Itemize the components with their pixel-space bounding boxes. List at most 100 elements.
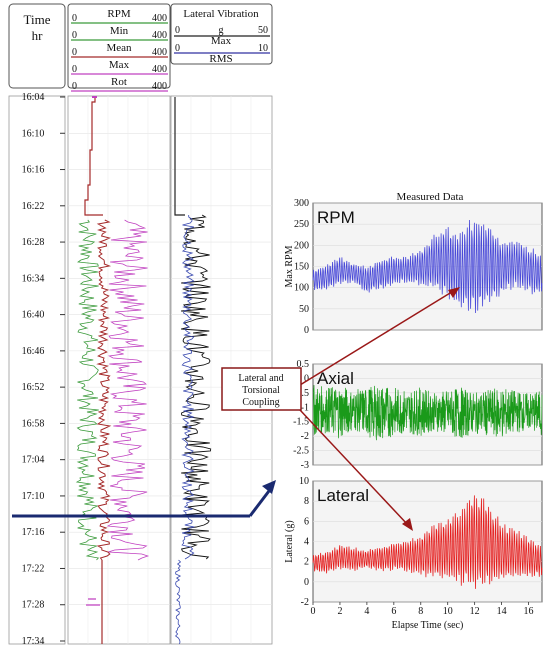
y-tick-label: -1.5 [293,417,309,428]
legend-label-max: Max [109,59,130,71]
y-tick-label: 10 [299,476,309,487]
x-tick-label: 2 [337,606,342,617]
time-tick-label: 16:40 [22,310,45,321]
y-tick-label: 50 [299,304,309,315]
time-axis: 16:04 16:10 16:16 16:22 16:28 16:34 16:40 16:46… [22,92,65,647]
y-tick-label: 2 [304,557,309,568]
y-tick-label: 300 [294,198,309,209]
time-header-box [8,3,66,89]
legend-label-rot: Rot [111,76,127,88]
x-tick-label: 12 [470,606,480,617]
y-tick-label: 0 [304,373,309,384]
coupling-annotation: Lateral and Torsional Coupling [221,287,460,531]
panel-label-axial: Axial [317,369,354,388]
coupling-line-1: Lateral and [238,373,283,384]
x-tick-label: 6 [391,606,396,617]
y-tick-label: 0 [304,577,309,588]
highlight-arrowhead [262,480,276,494]
vibration-legend-box [170,3,273,65]
legend-min-mean: 0 [72,47,77,58]
legend-min-rpm: 0 [72,13,77,24]
vib-title: Lateral Vibration [183,8,259,20]
y-tick-label: -2 [301,597,309,608]
rpm-legend: RPM 0 400 Min 0 400 Mean 0 400 Max 0 400 Rot 0 400 [71,8,168,92]
chart-title: Measured Data [397,191,464,203]
time-tick-label: 17:04 [22,455,45,466]
time-unit: hr [32,28,44,43]
y-tick-label: 200 [294,240,309,251]
signal-trace-lateral [312,495,543,589]
y-tick-label: 6 [304,516,309,527]
y-tick-label: 0.5 [297,359,310,370]
time-tick-label: 16:46 [22,346,45,357]
time-tick-label: 16:10 [22,128,45,139]
time-tick-label: 16:52 [22,382,45,393]
rpm-startup-trace [84,97,103,216]
y-tick-label: -2 [301,431,309,442]
y-tick-label: 150 [294,262,309,273]
signal-trace-axial [312,385,543,441]
y-tick-label: -2.5 [293,446,309,457]
x-tick-label: 16 [524,606,534,617]
vibration-traces [174,97,212,645]
rpm-track [67,95,171,645]
coupling-arrowhead-down [402,518,413,531]
rpm-min-trace [75,219,100,561]
time-tick-label: 17:28 [22,600,45,611]
coupling-box [221,367,302,411]
x-axis-label: Elapse Time (sec) [392,620,464,631]
time-tick-label: 16:04 [22,92,45,103]
legend-max-max: 400 [152,64,167,75]
vib-min: 0 [175,25,180,36]
panel-label-lateral: Lateral [317,486,369,505]
vib-rms-trace [181,215,196,560]
time-track [8,95,66,645]
coupling-arrowhead-up [448,287,460,298]
time-tick-label: 16:16 [22,165,45,176]
vib-rms-label: RMS [209,53,232,65]
rpm-mean-trace [96,219,112,561]
time-tick-label: 16:22 [22,201,45,212]
signal-trace-rpm [312,219,543,314]
time-label: Time [24,12,51,27]
vib-max2: 10 [258,43,268,54]
time-tick-label: 17:10 [22,491,45,502]
legend-min-rot: 0 [72,81,77,92]
vib-max-label: Max [211,35,232,47]
x-tick-label: 0 [311,606,316,617]
vib-max-trace [180,214,212,560]
legend-label-min: Min [110,25,129,37]
panel-label-rpm: RPM [317,208,355,227]
time-tick-label: 16:28 [22,237,45,248]
vib-min2: 0 [175,43,180,54]
x-tick-label: 10 [443,606,453,617]
legend-label-mean: Mean [106,42,132,54]
legend-max-mean: 400 [152,47,167,58]
highlight-arrow [248,486,274,517]
y-tick-label: 0 [304,325,309,336]
vib-unit: g [219,25,224,36]
coupling-arrow-down [299,409,409,526]
x-tick-label: 14 [497,606,507,617]
y-tick-label: 250 [294,219,309,230]
y-tick-label: -3 [301,460,309,471]
time-tick-label: 17:16 [22,527,45,538]
y-tick-label: 8 [304,496,309,507]
y-tick-label: -1 [301,402,309,413]
y-axis-label: Lateral (g) [284,520,295,562]
legend-min-max: 0 [72,64,77,75]
coupling-arrow-up [299,289,456,386]
time-tick-label: 16:34 [22,273,45,284]
x-tick-label: 4 [364,606,369,617]
rpm-end-marks [86,598,100,606]
legend-min-min: 0 [72,30,77,41]
rpm-legend-box [67,3,171,89]
coupling-line-2: Torsional [242,385,280,396]
y-axis-label: Max RPM [284,245,295,287]
legend-label-rpm: RPM [107,8,130,20]
time-tick-label: 16:58 [22,418,45,429]
x-tick-label: 8 [418,606,423,617]
